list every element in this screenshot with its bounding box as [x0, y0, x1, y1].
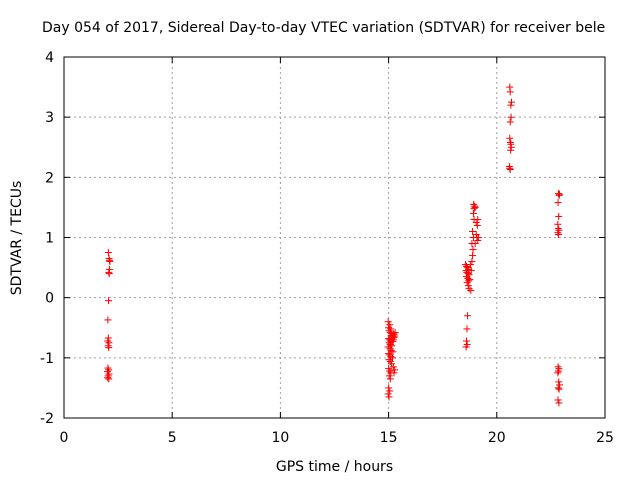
data-point [555, 399, 563, 407]
data-point [386, 345, 394, 353]
y-tick-label: 2 [45, 170, 54, 186]
data-point [472, 218, 480, 226]
data-point [469, 252, 477, 260]
data-point [389, 363, 397, 371]
data-point [507, 101, 515, 109]
data-point [554, 367, 562, 375]
chart-title: Day 054 of 2017, Sidereal Day-to-day VTE… [42, 20, 605, 36]
y-tick-label: -1 [40, 351, 54, 367]
data-point [104, 249, 112, 257]
data-point [391, 366, 399, 374]
data-point [471, 240, 479, 248]
data-point [464, 312, 472, 320]
data-point [506, 88, 514, 96]
data-point [104, 316, 112, 324]
x-tick-label: 0 [60, 430, 69, 446]
data-point [554, 190, 562, 198]
data-point [464, 282, 472, 290]
data-point [389, 336, 397, 344]
y-tick-label: 3 [45, 110, 54, 126]
data-point [386, 387, 394, 395]
data-point [105, 375, 113, 383]
data-point [389, 348, 397, 356]
y-axis: -2 -1 0 1 2 3 4 [40, 50, 605, 427]
data-points [103, 83, 564, 407]
data-point [506, 166, 514, 174]
data-point [386, 375, 394, 383]
data-point [554, 229, 562, 237]
data-point [104, 342, 112, 350]
data-point [467, 267, 475, 275]
data-point [467, 286, 475, 294]
x-tick-label: 10 [271, 430, 289, 446]
data-point [473, 221, 481, 229]
data-point [466, 261, 474, 269]
data-point [385, 372, 393, 380]
data-point [463, 325, 471, 333]
data-point [391, 329, 399, 337]
data-point [474, 215, 482, 223]
grid-lines [64, 57, 605, 418]
y-tick-label: -2 [40, 411, 54, 427]
data-point [463, 273, 471, 281]
data-point [469, 209, 477, 217]
x-tick-label: 15 [380, 430, 398, 446]
data-point [554, 396, 562, 404]
x-tick-label: 20 [488, 430, 506, 446]
data-point [554, 369, 562, 377]
data-point [384, 343, 392, 351]
x-axis-label: GPS time / hours [276, 459, 393, 475]
data-point [465, 285, 473, 293]
data-point [469, 246, 477, 254]
data-point [105, 344, 113, 352]
data-point [385, 384, 393, 392]
data-point [385, 356, 393, 364]
data-point [104, 374, 112, 382]
data-point [470, 200, 478, 208]
data-point [507, 146, 515, 154]
x-axis: 0 5 10 15 20 25 [60, 57, 614, 446]
y-tick-label: 0 [45, 291, 54, 307]
data-point [471, 203, 479, 211]
data-point [474, 234, 482, 241]
data-point [554, 199, 562, 207]
data-point [462, 343, 470, 351]
y-tick-label: 1 [45, 231, 54, 247]
data-point [554, 384, 562, 392]
data-point [105, 270, 113, 278]
data-point [555, 378, 563, 386]
data-point [104, 334, 112, 342]
data-point [469, 227, 477, 235]
data-point [466, 276, 474, 284]
data-point [384, 390, 392, 398]
x-tick-label: 25 [596, 430, 614, 446]
data-point [554, 230, 562, 238]
data-point [507, 113, 515, 121]
data-point [555, 191, 563, 199]
data-point [463, 337, 471, 345]
data-point [507, 143, 515, 151]
data-point [508, 98, 516, 106]
data-point [106, 258, 114, 266]
y-axis-label: SDTVAR / TECUs [9, 181, 25, 296]
data-point [384, 318, 392, 326]
data-point [388, 335, 396, 343]
y-tick-label: 4 [45, 50, 54, 66]
data-point [555, 385, 563, 393]
data-point [390, 369, 398, 377]
data-point [385, 393, 393, 401]
data-point [468, 258, 476, 266]
x-tick-label: 5 [168, 430, 177, 446]
data-point [506, 134, 514, 142]
data-point [506, 118, 514, 126]
data-point [388, 354, 396, 362]
data-point [388, 360, 396, 368]
data-point [105, 297, 113, 305]
data-point [386, 321, 394, 329]
data-point [555, 212, 563, 220]
